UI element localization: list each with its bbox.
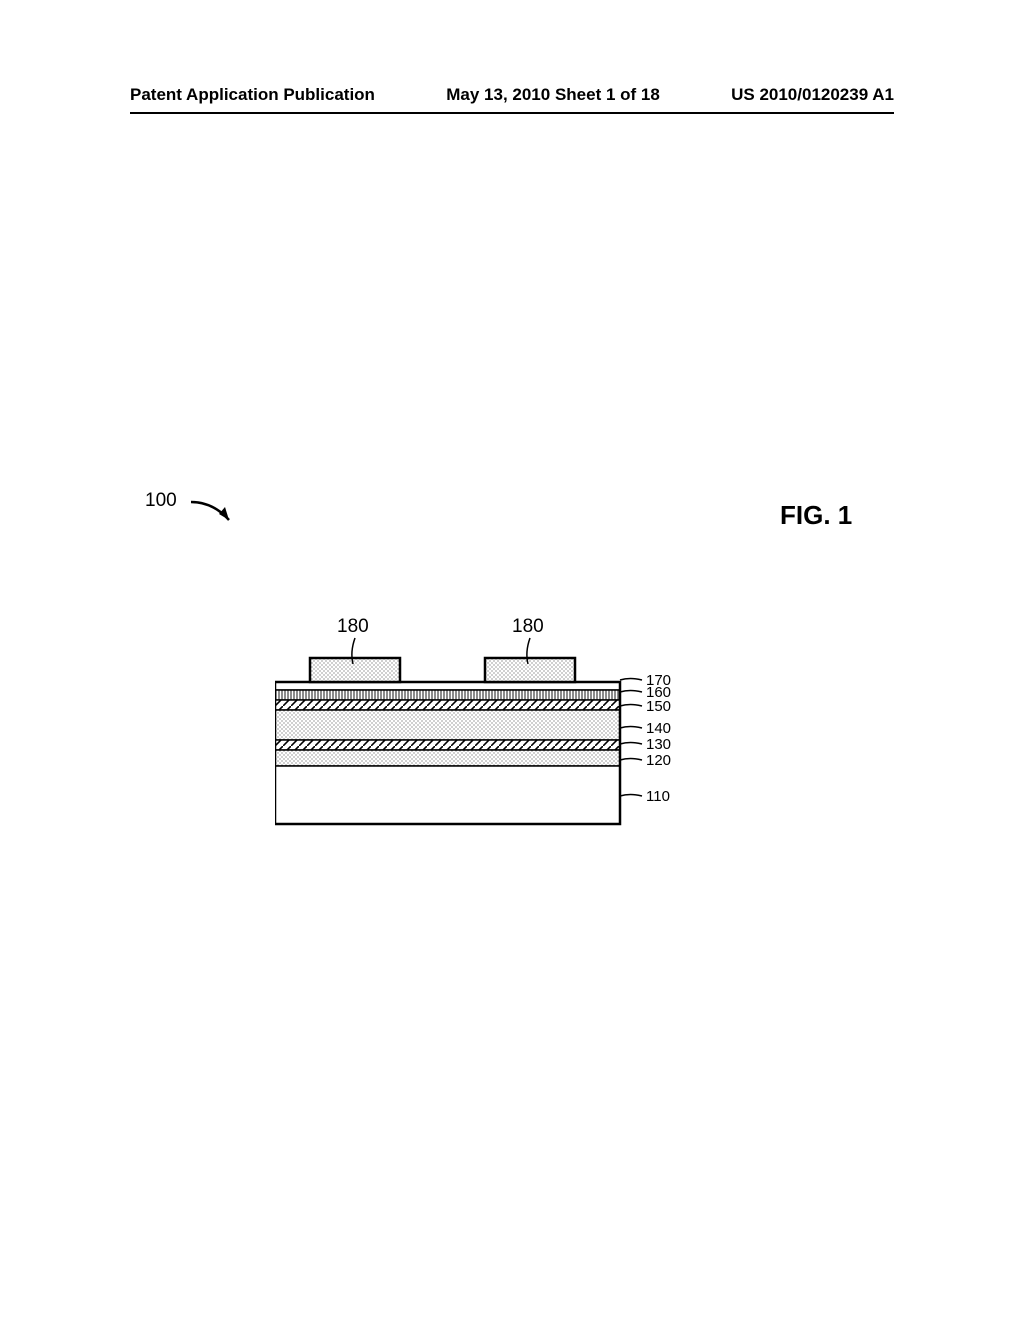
layer-120 xyxy=(275,750,620,766)
lead-120 xyxy=(620,759,642,761)
layer-160 xyxy=(275,690,620,700)
layer-140 xyxy=(275,710,620,740)
header-rule xyxy=(130,112,894,114)
label-180: 180 xyxy=(512,616,544,638)
ref-100-label: 100 xyxy=(145,490,177,512)
lead-150 xyxy=(620,705,642,707)
label-120: 120 xyxy=(646,752,671,769)
lead-140 xyxy=(620,727,642,729)
lead-170 xyxy=(620,679,642,681)
ref-100-arrow xyxy=(185,490,245,530)
label-180: 180 xyxy=(337,616,369,638)
label-110: 110 xyxy=(646,788,670,805)
diagram-svg xyxy=(275,610,745,870)
lead-110 xyxy=(620,795,642,797)
page-header: Patent Application Publication May 13, 2… xyxy=(0,85,1024,105)
label-130: 130 xyxy=(646,736,671,753)
header-right: US 2010/0120239 A1 xyxy=(731,85,894,105)
header-center: May 13, 2010 Sheet 1 of 18 xyxy=(446,85,660,105)
diagram-container: 180180 170160150140130120110 xyxy=(275,610,745,875)
layer-130 xyxy=(275,740,620,750)
label-140: 140 xyxy=(646,720,671,737)
layer-150 xyxy=(275,700,620,710)
block-180 xyxy=(485,658,575,682)
figure-title: FIG. 1 xyxy=(780,500,852,531)
label-150: 150 xyxy=(646,698,671,715)
header-left: Patent Application Publication xyxy=(130,85,375,105)
block-180 xyxy=(310,658,400,682)
lead-160 xyxy=(620,691,642,693)
lead-130 xyxy=(620,743,642,745)
layer-110 xyxy=(275,766,620,824)
